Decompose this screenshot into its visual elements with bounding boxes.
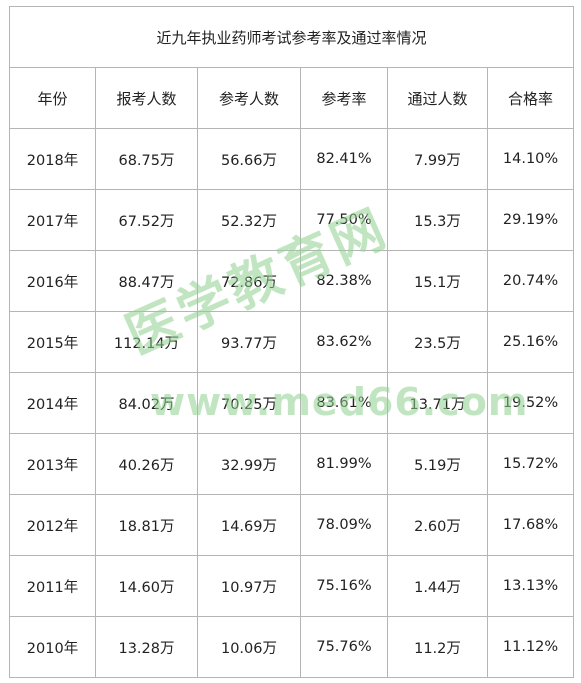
- table-row: 2013年 40.26万 32.99万 81.99% 5.19万 15.72%: [9, 433, 575, 495]
- column-header-participants: 参考人数: [197, 67, 301, 129]
- cell-participation-rate: 78.09%: [300, 494, 388, 556]
- cell-participation-rate: 82.41%: [300, 128, 388, 190]
- cell-participants: 93.77万: [197, 311, 301, 373]
- cell-applicants: 84.02万: [95, 372, 198, 434]
- cell-participants: 70.25万: [197, 372, 301, 434]
- cell-participation-rate: 83.61%: [300, 372, 388, 434]
- cell-applicants: 13.28万: [95, 616, 198, 678]
- table-row: 2011年 14.60万 10.97万 75.16% 1.44万 13.13%: [9, 555, 575, 617]
- cell-passed: 2.60万: [387, 494, 488, 556]
- cell-applicants: 112.14万: [95, 311, 198, 373]
- cell-pass-rate: 20.74%: [486, 250, 575, 312]
- cell-applicants: 68.75万: [95, 128, 198, 190]
- cell-pass-rate: 14.10%: [486, 128, 575, 190]
- cell-participation-rate: 75.76%: [300, 616, 388, 678]
- cell-applicants: 67.52万: [95, 189, 198, 251]
- column-header-year: 年份: [9, 67, 96, 129]
- cell-pass-rate: 19.52%: [486, 372, 575, 434]
- table-row: 2014年 84.02万 70.25万 83.61% 13.71万 19.52%: [9, 372, 575, 434]
- cell-passed: 15.1万: [387, 250, 488, 312]
- cell-year: 2011年: [9, 555, 96, 617]
- cell-passed: 13.71万: [387, 372, 488, 434]
- cell-participation-rate: 82.38%: [300, 250, 388, 312]
- cell-year: 2012年: [9, 494, 96, 556]
- table-row: 2018年 68.75万 56.66万 82.41% 7.99万 14.10%: [9, 128, 575, 190]
- cell-applicants: 40.26万: [95, 433, 198, 495]
- column-header-participation-rate: 参考率: [300, 67, 388, 129]
- cell-passed: 1.44万: [387, 555, 488, 617]
- table-row: 2016年 88.47万 72.86万 82.38% 15.1万 20.74%: [9, 250, 575, 312]
- cell-year: 2014年: [9, 372, 96, 434]
- cell-pass-rate: 29.19%: [486, 189, 575, 251]
- table-row: 2010年 13.28万 10.06万 75.76% 11.2万 11.12%: [9, 616, 575, 678]
- cell-pass-rate: 13.13%: [486, 555, 575, 617]
- cell-pass-rate: 17.68%: [486, 494, 575, 556]
- cell-year: 2016年: [9, 250, 96, 312]
- cell-participation-rate: 75.16%: [300, 555, 388, 617]
- cell-year: 2017年: [9, 189, 96, 251]
- cell-passed: 5.19万: [387, 433, 488, 495]
- column-header-applicants: 报考人数: [95, 67, 198, 129]
- cell-year: 2018年: [9, 128, 96, 190]
- cell-participants: 10.06万: [197, 616, 301, 678]
- cell-applicants: 18.81万: [95, 494, 198, 556]
- cell-year: 2013年: [9, 433, 96, 495]
- cell-applicants: 88.47万: [95, 250, 198, 312]
- cell-participants: 14.69万: [197, 494, 301, 556]
- table-row: 2017年 67.52万 52.32万 77.50% 15.3万 29.19%: [9, 189, 575, 251]
- cell-participants: 32.99万: [197, 433, 301, 495]
- table-title-row: 近九年执业药师考试参考率及通过率情况: [8, 6, 575, 68]
- cell-participants: 10.97万: [197, 555, 301, 617]
- cell-passed: 7.99万: [387, 128, 488, 190]
- table-row: 2015年 112.14万 93.77万 83.62% 23.5万 25.16%: [9, 311, 575, 373]
- cell-passed: 11.2万: [387, 616, 488, 678]
- table-header-row: 年份 报考人数 参考人数 参考率 通过人数 合格率: [9, 67, 575, 129]
- cell-participation-rate: 81.99%: [300, 433, 388, 495]
- cell-participants: 56.66万: [197, 128, 301, 190]
- exam-stats-table: 近九年执业药师考试参考率及通过率情况 年份 报考人数 参考人数 参考率 通过人数…: [8, 6, 575, 678]
- table-title: 近九年执业药师考试参考率及通过率情况: [8, 6, 575, 68]
- cell-passed: 15.3万: [387, 189, 488, 251]
- cell-applicants: 14.60万: [95, 555, 198, 617]
- cell-participants: 52.32万: [197, 189, 301, 251]
- column-header-passed: 通过人数: [387, 67, 488, 129]
- cell-participants: 72.86万: [197, 250, 301, 312]
- cell-participation-rate: 77.50%: [300, 189, 388, 251]
- cell-pass-rate: 11.12%: [486, 616, 575, 678]
- cell-participation-rate: 83.62%: [300, 311, 388, 373]
- cell-pass-rate: 15.72%: [486, 433, 575, 495]
- cell-year: 2010年: [9, 616, 96, 678]
- table-row: 2012年 18.81万 14.69万 78.09% 2.60万 17.68%: [9, 494, 575, 556]
- cell-pass-rate: 25.16%: [486, 311, 575, 373]
- cell-passed: 23.5万: [387, 311, 488, 373]
- column-header-pass-rate: 合格率: [486, 67, 575, 129]
- cell-year: 2015年: [9, 311, 96, 373]
